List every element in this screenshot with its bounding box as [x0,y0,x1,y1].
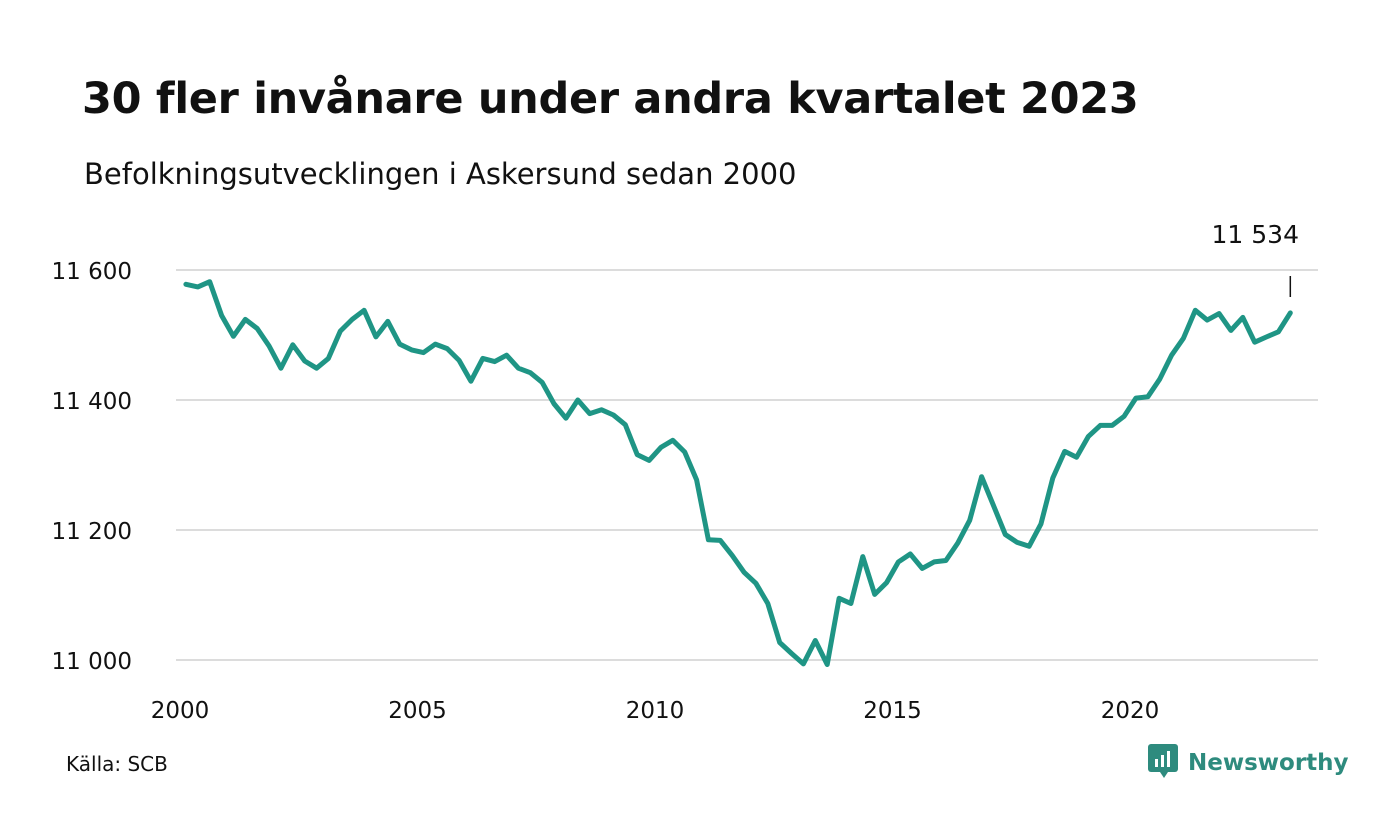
x-tick-label: 2020 [1101,698,1160,724]
annotation-label: 11 534 [1212,220,1299,249]
x-tick-label: 2015 [863,698,922,724]
chart-subtitle: Befolkningsutvecklingen i Askersund seda… [84,157,797,191]
source-note: Källa: SCB [66,752,168,776]
x-tick-label: 2000 [151,698,210,724]
y-tick-label: 11 000 [52,649,132,675]
brand-name: Newsworthy [1188,750,1349,776]
newsworthy-logo-icon [1148,744,1180,782]
x-tick-label: 2005 [388,698,447,724]
series-line [183,279,1293,667]
y-tick-label: 11 600 [52,259,132,285]
y-tick-label: 11 400 [52,389,132,415]
x-tick-label: 2010 [626,698,685,724]
brand-logo[interactable]: Newsworthy [1148,744,1349,782]
y-tick-label: 11 200 [52,519,132,545]
chart-title: 30 fler invånare under andra kvartalet 2… [82,74,1139,124]
